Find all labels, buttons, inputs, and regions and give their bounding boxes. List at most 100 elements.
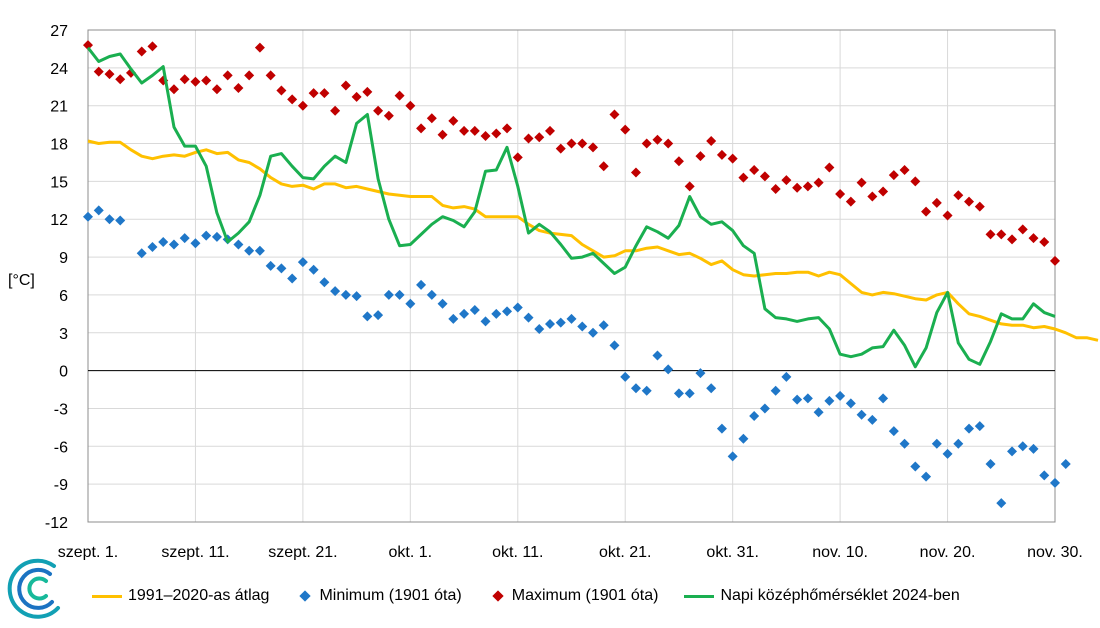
series-maximum-point [459, 125, 470, 136]
series-minimum-point [964, 423, 975, 434]
series-maximum-point [469, 125, 480, 136]
series-minimum-point [502, 306, 513, 317]
gridlines [87, 29, 1056, 523]
series-minimum-point [340, 289, 351, 300]
series-maximum-point [416, 123, 427, 134]
series-maximum-point [523, 133, 534, 144]
series-minimum-point [416, 279, 427, 290]
series-minimum-point [179, 233, 190, 244]
y-tick-label: 0 [59, 364, 68, 381]
series-minimum-point [749, 411, 760, 422]
series-minimum-point [931, 438, 942, 449]
series-minimum-point [448, 313, 459, 324]
series-maximum-point [190, 76, 201, 87]
series-maximum-point [759, 171, 770, 182]
series-minimum-point [459, 308, 470, 319]
series-minimum-point [523, 312, 534, 323]
series-minimum-point [265, 260, 276, 271]
series-minimum-point [1060, 458, 1071, 469]
series-minimum-point [480, 316, 491, 327]
series-maximum-point [931, 197, 942, 208]
series-minimum-point [244, 245, 255, 256]
series-maximum-point [383, 110, 394, 121]
series-minimum-point [910, 461, 921, 472]
series-maximum-point [673, 156, 684, 167]
series-minimum-point [673, 388, 684, 399]
legend-swatch-daily-2024 [684, 594, 715, 598]
series-minimum-point [83, 211, 93, 222]
series-maximum-point [330, 105, 341, 116]
series-maximum-point [211, 84, 222, 95]
series-maximum-point [512, 152, 523, 163]
series-minimum-point [727, 451, 738, 462]
y-tick-label: -3 [54, 401, 68, 418]
series-maximum-point [297, 100, 308, 111]
series-minimum-point [587, 327, 598, 338]
legend-label-minimum: Minimum (1901 óta) [319, 587, 462, 604]
legend-label-average: 1991–2020-as átlag [128, 587, 270, 604]
series-minimum-point [233, 239, 244, 250]
series-maximum-point [1039, 236, 1050, 247]
logo-icon [7, 558, 60, 619]
series-minimum-point [942, 448, 953, 459]
legend-swatch-average [92, 594, 122, 598]
x-tick-label: szept. 1. [58, 544, 118, 560]
x-tick-label: nov. 20. [920, 544, 976, 560]
series-maximum-point [233, 83, 244, 94]
series-maximum-point [480, 130, 491, 141]
series-minimum-point [437, 298, 448, 309]
series-minimum-point [845, 398, 856, 409]
y-tick-label: -12 [45, 515, 68, 532]
series-maximum-point [888, 170, 899, 181]
series-maximum-point [340, 80, 351, 91]
series-minimum-point [426, 289, 437, 300]
series-minimum-point [104, 214, 115, 225]
plot-area-frame [87, 29, 1056, 523]
series-minimum-point [201, 230, 212, 241]
series-minimum-point [491, 308, 502, 319]
series-minimum-point [792, 394, 803, 405]
series-minimum-point [190, 238, 201, 249]
series-maximum-point [1028, 233, 1039, 244]
series-maximum-point [953, 190, 964, 201]
x-tick-label: nov. 30. [1027, 544, 1083, 560]
series-minimum-point [824, 395, 835, 406]
series-minimum-point [373, 310, 384, 321]
series-minimum-point [620, 371, 631, 382]
x-axis-tick-labels: szept. 1. szept. 11. szept. 21. okt. 1. okt.… [58, 544, 1083, 560]
series-minimum-point [974, 421, 985, 432]
y-tick-label: 24 [50, 61, 68, 78]
series-maximum-point [974, 201, 985, 212]
data-series-group [83, 40, 1099, 509]
series-maximum-point [265, 70, 276, 81]
series-daily-2024-line [86, 46, 1056, 369]
series-maximum-point [545, 125, 556, 136]
series-minimum-point [985, 458, 996, 469]
series-minimum-point [1028, 443, 1039, 454]
y-tick-label: -9 [54, 477, 68, 494]
series-minimum-point [158, 236, 169, 247]
series-minimum-point [802, 393, 813, 404]
series-minimum-point [663, 364, 674, 375]
x-tick-label: nov. 10. [812, 544, 868, 560]
series-maximum-point [448, 115, 459, 126]
series-maximum-point [792, 182, 803, 193]
series-maximum-point [93, 66, 104, 77]
series-maximum-point [244, 70, 255, 81]
series-minimum-point [469, 305, 480, 316]
series-maximum-point [1017, 224, 1028, 235]
series-maximum-point [394, 90, 405, 101]
series-maximum-point [168, 84, 179, 95]
series-maximum-point [308, 88, 319, 99]
series-minimum-point [115, 215, 126, 226]
series-average-line [87, 139, 1099, 342]
x-tick-label: okt. 21. [599, 544, 651, 560]
series-maximum-point [878, 186, 889, 197]
series-minimum-point [534, 323, 545, 334]
series-maximum-point [620, 124, 631, 135]
y-tick-label: 27 [50, 23, 68, 40]
series-maximum-point [147, 41, 158, 52]
legend-item-average: 1991–2020-as átlag [92, 587, 269, 605]
series-minimum-point [1017, 441, 1028, 452]
